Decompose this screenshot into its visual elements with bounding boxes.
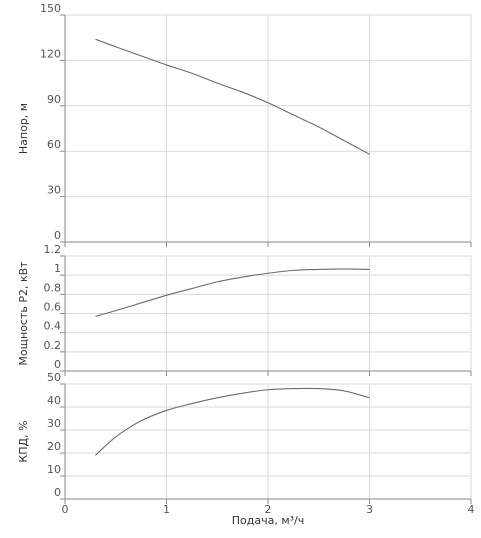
y-tick-label: 40 <box>47 394 61 407</box>
panel-2: 0 0.2 0.4 0.6 0.8 1 1.2 Мощность P2, кВт <box>17 243 472 376</box>
y-tick-label: 30 <box>47 184 61 197</box>
y-tick-label: 50 <box>47 371 61 384</box>
y-tick-label: 90 <box>47 93 61 106</box>
y-tick-label: 1 <box>54 262 61 275</box>
y-axis-title: Мощность P2, кВт <box>17 261 30 366</box>
x-tick-label: 1 <box>163 503 170 516</box>
x-tick-label: 2 <box>265 503 272 516</box>
y-tick-label: 0.6 <box>44 301 62 314</box>
y-tick-label: 0.4 <box>44 320 62 333</box>
y-tick-label: 0.2 <box>44 339 62 352</box>
x-tick-label: 4 <box>468 503 475 516</box>
y-axis-title: КПД, % <box>17 420 30 462</box>
series-line <box>95 387 370 456</box>
y-tick-label: 60 <box>47 138 61 151</box>
y-tick-label: 0 <box>54 229 61 242</box>
y-tick-label: 0 <box>54 486 61 499</box>
y-tick-label: 0 <box>54 358 61 371</box>
y-axis-title: Напор, м <box>17 103 30 154</box>
series-line <box>95 38 370 155</box>
y-tick-label: 20 <box>47 440 61 453</box>
x-tick-label: 0 <box>62 503 69 516</box>
panel-1: 0 30 60 90 120 150 Напор, м <box>17 2 472 247</box>
y-tick-label: 10 <box>47 463 61 476</box>
y-tick-label: 1.2 <box>44 243 62 256</box>
y-tick-label: 120 <box>40 47 61 60</box>
x-axis-title: Подача, м³/ч <box>232 514 305 527</box>
y-tick-label: 150 <box>40 2 61 15</box>
y-tick-label: 0.8 <box>44 281 62 294</box>
x-tick-label: 3 <box>366 503 373 516</box>
y-tick-label: 30 <box>47 417 61 430</box>
series-line <box>95 268 370 317</box>
x-tick-labels: 0 1 2 3 4 <box>62 503 475 516</box>
panel-3: 0 10 20 30 40 50 КПД, % <box>17 371 472 504</box>
